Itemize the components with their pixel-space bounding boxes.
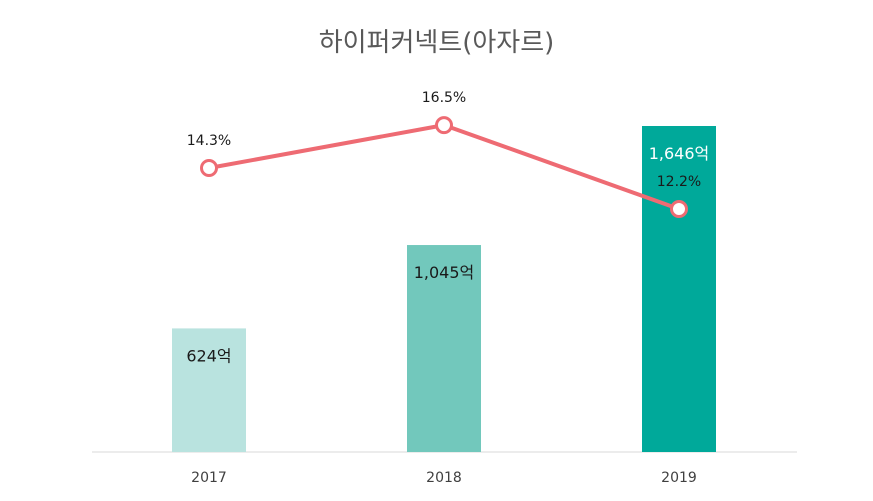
line-value-label: 12.2% xyxy=(657,174,701,190)
bar-2019 xyxy=(642,126,716,452)
x-tick-label: 2018 xyxy=(426,470,462,486)
x-tick-label: 2017 xyxy=(191,470,227,486)
line-point-2019 xyxy=(670,199,688,218)
bar-value-label: 624억 xyxy=(186,346,231,365)
bar-value-label: 1,045억 xyxy=(414,263,475,282)
bar-2018 xyxy=(407,245,481,452)
x-tick-label: 2019 xyxy=(661,470,697,486)
chart-title: 하이퍼커넥트(아자르) xyxy=(318,28,555,58)
line-point-2017 xyxy=(200,159,218,177)
bar-2017 xyxy=(172,328,246,452)
line-value-label: 16.5% xyxy=(422,90,466,106)
line-value-label: 14.3% xyxy=(187,133,231,149)
bar-value-label: 1,646억 xyxy=(649,144,710,163)
line-point-2018 xyxy=(435,116,453,135)
growth-rate-line xyxy=(207,123,681,211)
